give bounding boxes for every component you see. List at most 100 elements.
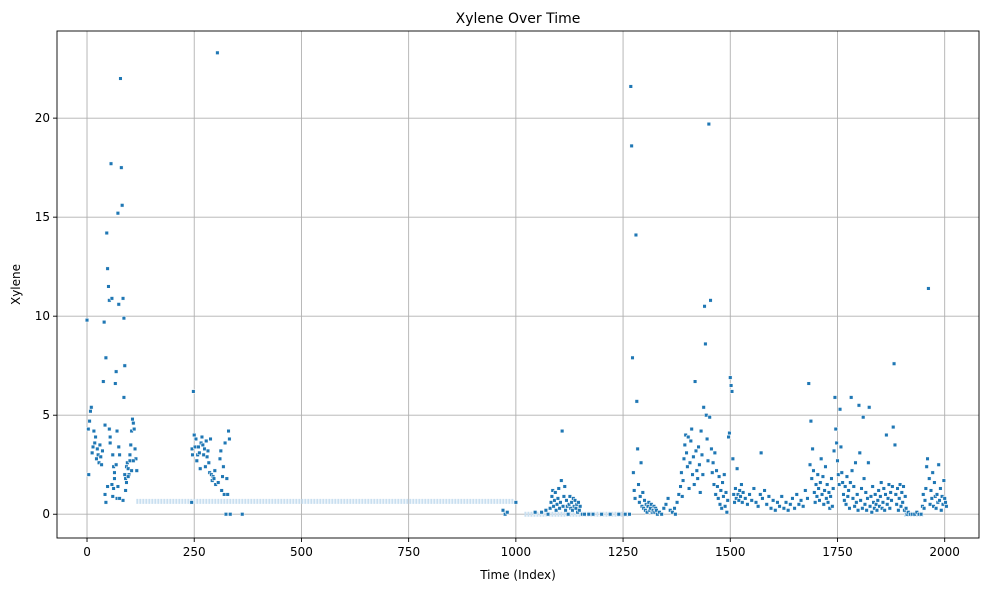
data-point	[112, 476, 117, 481]
data-point	[722, 472, 727, 477]
data-point	[707, 415, 712, 420]
data-point	[222, 492, 227, 497]
data-point	[700, 472, 705, 477]
data-point	[567, 494, 572, 499]
data-point	[880, 500, 885, 505]
data-point	[215, 50, 220, 55]
data-point	[921, 492, 926, 497]
data-point	[729, 389, 735, 394]
data-point	[882, 508, 887, 513]
data-point	[713, 492, 718, 497]
y-tick-label: 15	[35, 210, 50, 224]
data-point	[794, 492, 799, 497]
data-point	[211, 476, 217, 481]
data-point	[559, 478, 564, 483]
data-point	[632, 488, 637, 493]
data-point	[693, 448, 699, 453]
plot-frame	[56, 30, 980, 539]
data-point	[212, 468, 217, 473]
data-point	[809, 476, 814, 481]
data-point	[130, 417, 135, 422]
data-point	[845, 494, 850, 499]
data-point	[853, 460, 858, 465]
data-point	[204, 438, 209, 444]
data-point	[759, 450, 764, 455]
data-point	[861, 415, 866, 420]
data-point	[862, 476, 867, 481]
data-point	[705, 436, 710, 442]
data-point	[825, 482, 830, 487]
data-point	[894, 502, 899, 507]
data-points	[84, 50, 949, 517]
data-point	[666, 496, 671, 501]
data-point	[557, 506, 562, 511]
data-point	[883, 492, 888, 497]
data-point	[823, 464, 828, 469]
data-point	[819, 492, 825, 497]
data-point	[857, 450, 862, 455]
data-point	[573, 506, 578, 511]
data-point	[887, 506, 892, 511]
data-point	[113, 381, 118, 386]
x-tick-label: 2000	[929, 545, 960, 559]
data-point	[899, 490, 904, 495]
data-point	[813, 482, 819, 487]
data-point	[813, 500, 818, 505]
data-point	[705, 458, 711, 463]
data-point	[95, 446, 100, 451]
data-point	[868, 504, 873, 509]
data-point	[86, 427, 91, 432]
data-point	[781, 506, 786, 511]
data-point	[202, 446, 207, 451]
data-point	[638, 494, 643, 499]
data-point	[86, 472, 91, 477]
data-point	[548, 506, 553, 511]
data-point	[560, 504, 566, 509]
data-point	[897, 496, 902, 501]
data-point	[904, 506, 909, 511]
data-point	[99, 462, 104, 467]
data-point	[103, 355, 108, 360]
data-point	[790, 496, 795, 501]
data-point	[131, 458, 136, 463]
data-point	[723, 504, 728, 509]
data-point	[219, 488, 224, 493]
data-point	[572, 498, 578, 503]
data-point	[835, 458, 840, 463]
data-point	[692, 482, 697, 487]
data-point	[716, 496, 721, 501]
data-point	[938, 486, 943, 491]
data-point	[685, 464, 690, 469]
axis-ticks: 0 250 500 750 1000 1250 1500 1750 2000 0 5 10 15 20	[35, 111, 960, 559]
x-axis-label: Time (Index)	[479, 568, 556, 582]
data-point	[104, 230, 109, 236]
data-point	[688, 438, 693, 444]
data-point	[117, 496, 122, 501]
data-point	[103, 500, 108, 505]
data-point	[687, 460, 693, 465]
data-point	[678, 484, 683, 489]
data-point	[545, 512, 551, 517]
data-point	[851, 484, 856, 489]
data-point	[696, 444, 701, 449]
data-point	[553, 490, 558, 495]
data-point	[637, 500, 642, 505]
data-point	[642, 498, 647, 503]
data-point	[100, 448, 105, 453]
data-point	[108, 440, 113, 445]
data-point	[892, 442, 897, 447]
data-point	[866, 460, 871, 465]
data-point	[110, 494, 115, 499]
data-point	[220, 474, 225, 479]
data-point	[726, 434, 731, 440]
data-point	[839, 470, 844, 475]
data-point	[636, 482, 641, 487]
x-tick-label: 1250	[608, 545, 639, 559]
data-point	[84, 318, 90, 323]
data-point	[929, 496, 934, 501]
data-point	[701, 405, 706, 410]
data-point	[863, 490, 868, 495]
data-point	[193, 436, 198, 442]
data-point	[932, 480, 937, 485]
